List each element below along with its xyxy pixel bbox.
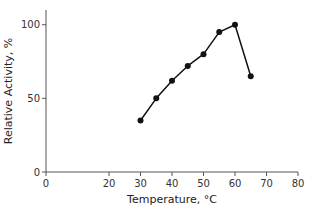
x-tick-label: 60 bbox=[229, 178, 242, 189]
x-axis-label: Temperature, °C bbox=[126, 193, 217, 206]
x-tick bbox=[235, 172, 236, 176]
y-tick bbox=[42, 24, 46, 25]
x-tick bbox=[172, 172, 173, 176]
x-tick bbox=[109, 172, 110, 176]
point bbox=[153, 95, 159, 101]
point bbox=[248, 73, 254, 79]
y-tick-label: 0 bbox=[34, 167, 40, 178]
y-axis-line bbox=[46, 10, 47, 172]
x-tick bbox=[266, 172, 267, 176]
y-tick bbox=[42, 172, 46, 173]
y-tick bbox=[42, 98, 46, 99]
y-axis-label: Relative Activity, % bbox=[2, 38, 15, 144]
x-tick-label: 70 bbox=[260, 178, 273, 189]
line bbox=[141, 25, 251, 121]
point bbox=[169, 78, 175, 84]
x-tick bbox=[46, 172, 47, 176]
x-tick-label: 0 bbox=[43, 178, 49, 189]
point bbox=[138, 117, 144, 123]
x-tick-label: 30 bbox=[134, 178, 147, 189]
chart: 0 20 30 40 50 60 70 80 0 50 100 Temperature, °C Rela… bbox=[0, 0, 310, 208]
point bbox=[185, 63, 191, 69]
point bbox=[232, 22, 238, 28]
plot-area bbox=[138, 22, 254, 124]
x-tick-label: 40 bbox=[166, 178, 179, 189]
y-tick-label: 50 bbox=[27, 93, 40, 104]
point bbox=[216, 29, 222, 35]
x-tick bbox=[298, 172, 299, 176]
x-tick-label: 20 bbox=[103, 178, 116, 189]
x-tick bbox=[140, 172, 141, 176]
point bbox=[201, 51, 207, 57]
x-tick-label: 80 bbox=[292, 178, 305, 189]
x-tick-label: 50 bbox=[197, 178, 210, 189]
y-tick-label: 100 bbox=[21, 19, 40, 30]
x-tick bbox=[203, 172, 204, 176]
